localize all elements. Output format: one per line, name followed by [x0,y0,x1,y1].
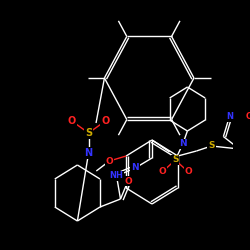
Text: O: O [158,168,166,176]
Text: O: O [68,116,76,126]
Text: S: S [208,142,215,150]
Text: NH: NH [110,172,124,180]
Text: N: N [179,140,186,148]
Text: O: O [106,156,113,166]
Text: O: O [101,116,110,126]
Text: S: S [172,156,178,164]
Text: O: O [124,176,132,186]
Text: N: N [84,148,93,158]
Text: O: O [184,168,192,176]
Text: S: S [85,128,92,138]
Text: N: N [226,112,233,121]
Text: N: N [132,164,139,172]
Text: O: O [246,112,250,121]
